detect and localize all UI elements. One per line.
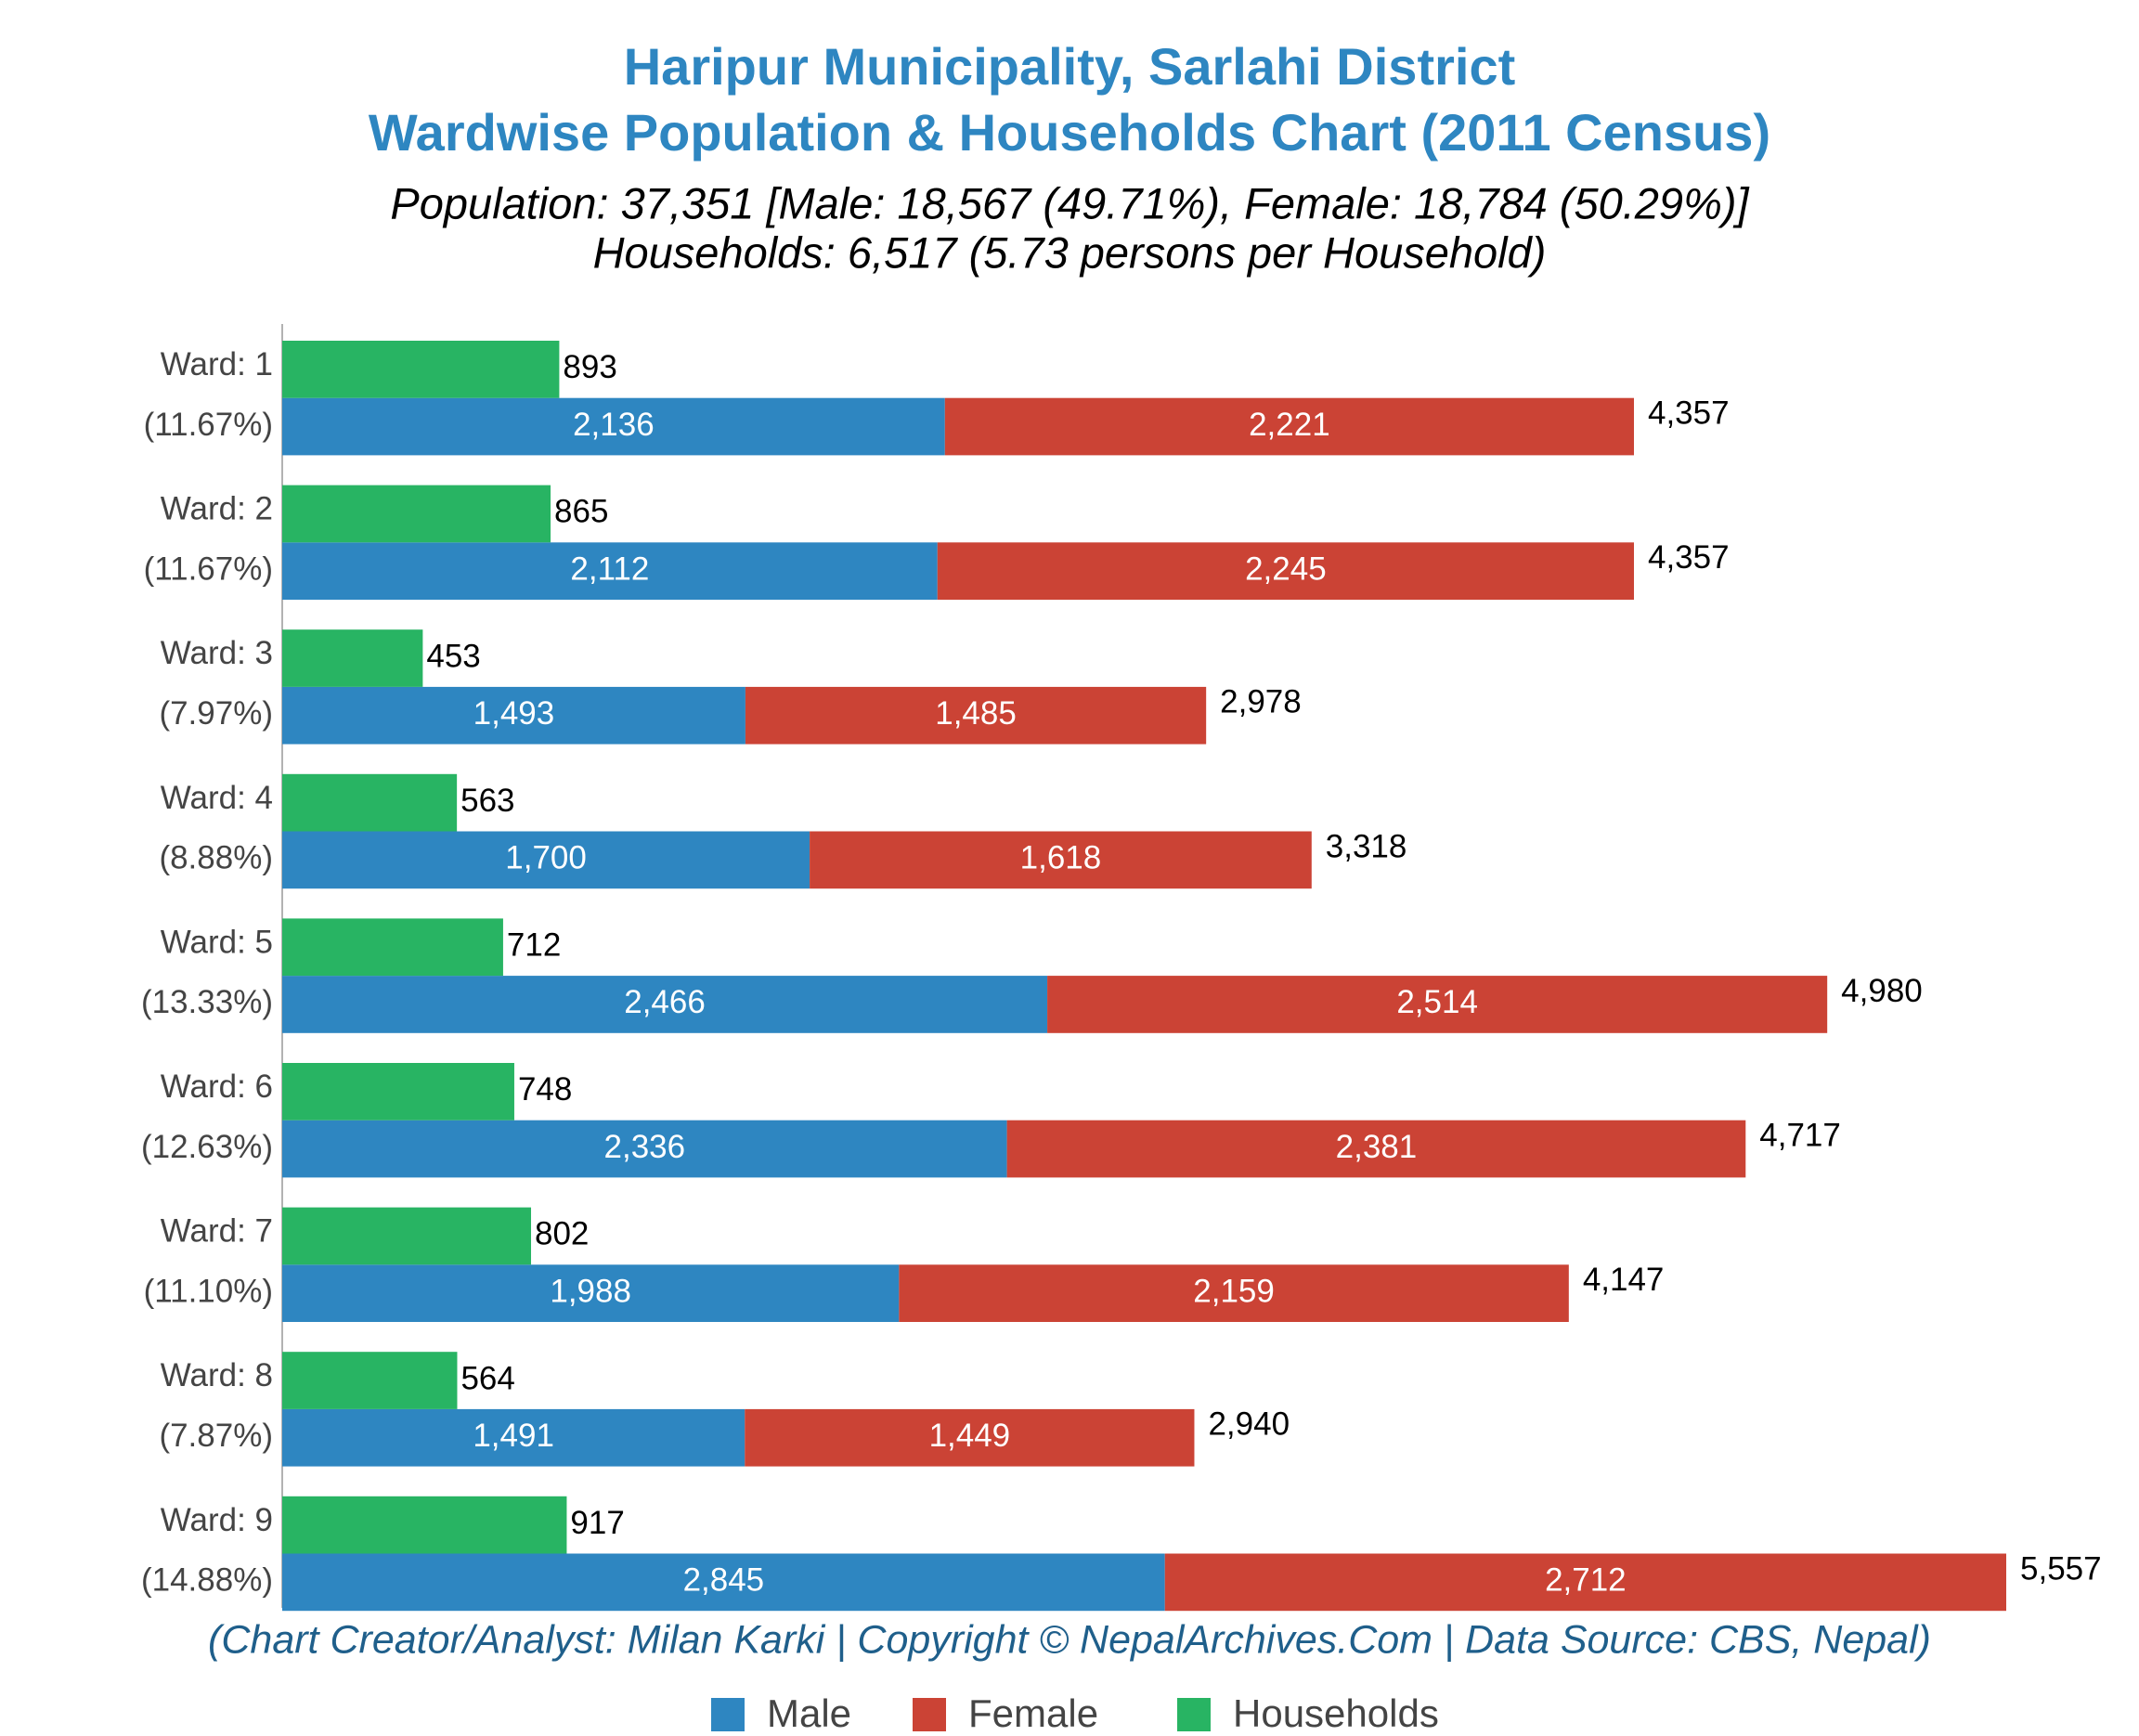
- total-label: 4,357: [1648, 395, 1730, 431]
- y-tick-label: Ward: 6: [161, 1069, 273, 1105]
- bar: [282, 629, 423, 687]
- total-label: 4,980: [1841, 973, 1923, 1009]
- bar: [282, 341, 560, 398]
- total-label: 2,978: [1220, 684, 1302, 720]
- bar: [1006, 1120, 1746, 1178]
- data-label: 2,336: [604, 1129, 686, 1165]
- total-label: 4,357: [1648, 539, 1730, 576]
- legend-swatch: [1177, 1698, 1211, 1731]
- total-label: 2,940: [1208, 1406, 1290, 1443]
- footer: (Chart Creator/Analyst: Milan Karki | Co…: [208, 1617, 1931, 1662]
- data-label: 2,245: [1245, 551, 1327, 587]
- y-tick-label: (13.33%): [141, 984, 273, 1020]
- y-tick-label: (11.67%): [144, 551, 273, 587]
- y-tick-label: (8.88%): [159, 840, 273, 876]
- data-label: 2,112: [570, 551, 649, 587]
- y-tick-label: (11.10%): [144, 1273, 273, 1309]
- legend-label: Households: [1233, 1691, 1439, 1735]
- data-label: 453: [426, 638, 480, 674]
- total-label: 5,557: [2020, 1550, 2102, 1587]
- y-tick-label: (7.87%): [159, 1418, 273, 1454]
- y-tick-label: Ward: 3: [161, 635, 273, 671]
- data-label: 1,449: [929, 1418, 1011, 1454]
- chart-subtitle: Households: 6,517 (5.73 persons per Hous…: [593, 227, 1547, 277]
- legend-swatch: [711, 1698, 745, 1731]
- data-label: 2,136: [573, 407, 655, 443]
- bar: [282, 1408, 745, 1467]
- bar: [282, 397, 945, 456]
- data-label: 2,466: [624, 984, 706, 1020]
- legend-label: Male: [767, 1691, 851, 1735]
- bar: [937, 542, 1634, 600]
- data-label: 865: [554, 494, 608, 530]
- y-tick-label: (7.97%): [159, 695, 273, 732]
- data-label: 2,845: [683, 1562, 765, 1599]
- data-label: 802: [535, 1216, 589, 1252]
- data-label: 1,988: [550, 1273, 631, 1309]
- y-tick-label: Ward: 2: [161, 491, 273, 527]
- bar: [282, 773, 458, 832]
- data-label: 564: [460, 1360, 514, 1396]
- y-tick-label: Ward: 7: [161, 1213, 273, 1250]
- y-tick-label: (11.67%): [144, 407, 273, 443]
- bar: [282, 1264, 900, 1322]
- bar: [282, 1207, 532, 1265]
- total-label: 4,717: [1759, 1117, 1841, 1153]
- bar: [282, 831, 810, 889]
- y-tick-label: Ward: 4: [161, 780, 273, 816]
- data-label: 563: [460, 783, 514, 819]
- data-label: 893: [563, 349, 616, 385]
- data-label: 1,700: [505, 840, 587, 876]
- bar: [899, 1264, 1569, 1322]
- data-label: 917: [570, 1505, 624, 1541]
- bar: [282, 1553, 1165, 1612]
- bar: [282, 1120, 1007, 1178]
- y-tick-label: Ward: 1: [161, 346, 273, 382]
- bar: [282, 1063, 514, 1121]
- bar: [282, 485, 551, 543]
- total-label: 3,318: [1326, 828, 1407, 864]
- bar: [282, 1352, 458, 1409]
- data-label: 1,485: [935, 695, 1017, 732]
- data-label: 2,712: [1545, 1562, 1627, 1599]
- y-tick-label: Ward: 5: [161, 924, 273, 960]
- y-tick-label: Ward: 9: [161, 1502, 273, 1538]
- bar: [810, 831, 1312, 889]
- data-label: 2,159: [1193, 1273, 1275, 1309]
- bar: [282, 542, 938, 600]
- data-label: 1,491: [473, 1418, 554, 1454]
- y-tick-label: (12.63%): [141, 1129, 273, 1165]
- data-label: 2,221: [1249, 407, 1330, 443]
- data-label: 1,493: [473, 695, 555, 732]
- data-label: 2,381: [1336, 1129, 1418, 1165]
- bar: [1164, 1553, 2006, 1612]
- chart-title: Haripur Municipality, Sarlahi District: [624, 37, 1516, 96]
- bar: [282, 976, 1048, 1033]
- bar: [745, 1408, 1195, 1467]
- y-tick-label: Ward: 8: [161, 1357, 273, 1393]
- total-label: 4,147: [1583, 1262, 1665, 1298]
- data-label: 1,618: [1020, 840, 1102, 876]
- bar: [282, 686, 745, 745]
- legend-label: Female: [968, 1691, 1098, 1735]
- data-label: 2,514: [1396, 984, 1478, 1020]
- chart-title: Wardwise Population & Households Chart (…: [369, 103, 1770, 162]
- data-label: 712: [507, 927, 561, 964]
- bar: [282, 1496, 567, 1554]
- chart-subtitle: Population: 37,351 [Male: 18,567 (49.71%…: [390, 178, 1749, 227]
- y-tick-label: (14.88%): [141, 1562, 273, 1599]
- bar: [1047, 976, 1828, 1033]
- data-label: 748: [518, 1071, 572, 1108]
- bar: [745, 686, 1207, 745]
- bar: [944, 397, 1634, 456]
- bar: [282, 918, 503, 977]
- legend-swatch: [913, 1698, 946, 1731]
